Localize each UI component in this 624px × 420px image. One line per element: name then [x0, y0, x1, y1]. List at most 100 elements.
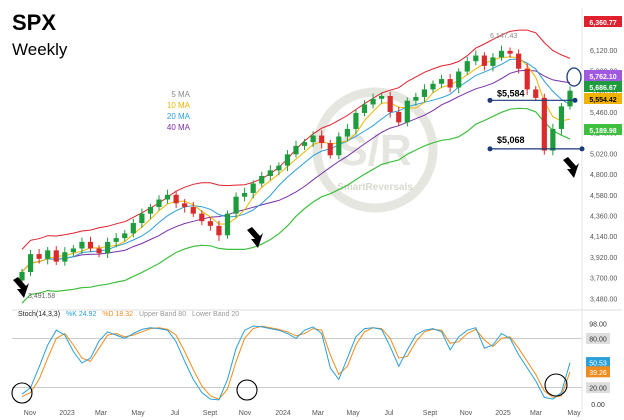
candle-body: [464, 61, 470, 72]
candle-body: [524, 68, 530, 90]
chart-subtitle: Weekly: [12, 40, 68, 59]
y-tick-label: 5,020.00: [590, 151, 617, 158]
candle-body: [36, 254, 42, 259]
y-tick-label: 3,480.00: [590, 296, 617, 303]
x-tick-label: Nov: [460, 410, 473, 417]
stoch-tag-label: 98.00: [589, 322, 607, 329]
stoch-tag-bg: [586, 357, 610, 369]
level-label-high: $5,584: [497, 88, 525, 98]
watermark-logo: [312, 87, 438, 213]
x-tick-label: 2023: [59, 410, 75, 417]
candle-body: [456, 71, 462, 88]
stoch-tag-bg: [586, 366, 610, 378]
level-dot-high-right: [572, 97, 578, 103]
candle-body: [404, 100, 410, 123]
watermark-text: SmartReversals: [337, 182, 413, 193]
candle-body: [344, 128, 350, 137]
candle-body: [567, 90, 573, 107]
candle-body: [550, 128, 556, 151]
ma-legend-5: 5 MA: [171, 90, 190, 99]
candle-body: [387, 96, 393, 112]
y-tick-label: 5,460.00: [590, 110, 617, 117]
price-tag-bg: [584, 93, 622, 104]
candle-body: [516, 53, 522, 69]
x-tick-label: Nov: [239, 410, 252, 417]
candle-body: [250, 183, 256, 193]
ma10-line: [21, 56, 571, 273]
stoch-upper-label: Upper Band 80: [139, 311, 187, 318]
stoch-tag-label: 0.00: [591, 402, 605, 409]
candle-body: [113, 238, 119, 242]
price-tag-bg: [584, 124, 622, 135]
y-tick-label: 4,800.00: [590, 172, 617, 179]
candle-body: [507, 50, 513, 54]
candle-body: [370, 98, 376, 105]
candle-body: [259, 176, 265, 184]
watermark-glyph: S/R: [338, 126, 411, 175]
level-dot-high-left: [487, 97, 493, 103]
low-price-label: 3,491.58: [28, 293, 55, 300]
stoch-lower-label: Lower Band 20: [192, 311, 240, 318]
y-tick-label: 4,580.00: [590, 193, 617, 200]
stoch-tag-bg: [586, 382, 610, 394]
candle-body: [45, 250, 51, 259]
stoch-circle-3: [544, 373, 568, 397]
candle-body: [276, 165, 282, 171]
candle-body: [216, 225, 222, 236]
price-tag-label: 5,554.42: [589, 97, 616, 104]
y-tick-label: 4,360.00: [590, 214, 617, 221]
candle-body: [353, 112, 359, 129]
candle-body: [293, 145, 299, 155]
price-tag-label: 5,762.10: [589, 74, 616, 81]
candle-body: [438, 79, 445, 84]
candle-body: [139, 213, 145, 224]
candle-body: [319, 135, 325, 144]
stoch-d-label: %D 18.32: [102, 311, 134, 318]
candle-body: [301, 142, 308, 146]
arrow-2023-low: [247, 227, 263, 248]
stoch-k-line: [21, 325, 571, 401]
ma-legend-40: 40 MA: [166, 123, 190, 132]
candle-body: [130, 223, 136, 234]
candle-body: [327, 143, 333, 156]
x-tick-label: May: [346, 410, 360, 417]
high-price-label: 6,147.43: [490, 33, 517, 40]
candle-body: [447, 79, 453, 88]
candle-body: [310, 135, 316, 143]
candle-body: [498, 50, 505, 58]
stoch-tag-label: 39.26: [589, 370, 607, 377]
candle-body: [558, 106, 565, 129]
y-tick-label: 6,120.00: [590, 48, 617, 55]
arrow-2025-low: [563, 157, 579, 178]
lower-bollinger-band: [21, 107, 571, 304]
price-tag-bg: [584, 16, 622, 27]
candle-body: [361, 104, 368, 113]
candle-body: [421, 89, 428, 97]
candle-body: [541, 97, 547, 151]
candle-body: [105, 241, 111, 254]
x-tick-label: Mar: [530, 410, 543, 417]
x-tick-label: May: [567, 410, 581, 417]
ma-legend: 5 MA 10 MA 20 MA 40 MA: [150, 89, 190, 133]
y-tick-label: 4,140.00: [590, 234, 617, 241]
candle-body: [199, 213, 205, 222]
price-tag-bg: [584, 81, 622, 92]
price-tag-label: 5,686.67: [589, 85, 616, 92]
candle-body: [27, 254, 34, 272]
candle-body: [267, 170, 273, 176]
ma-legend-10: 10 MA: [166, 101, 190, 110]
stoch-circle-1: [11, 382, 33, 404]
candle-body: [430, 83, 436, 90]
y-tick-label: 3,700.00: [590, 276, 617, 283]
price-tag-label: 5,189.98: [589, 128, 616, 135]
candle-body: [19, 272, 25, 281]
stoch-tag-label: 50.53: [589, 361, 607, 368]
candle-body: [173, 194, 179, 204]
candle-body: [182, 203, 188, 208]
candle-body: [190, 207, 196, 214]
candle-body: [242, 192, 248, 197]
candle-body: [70, 248, 76, 253]
stoch-d-line: [21, 325, 571, 400]
